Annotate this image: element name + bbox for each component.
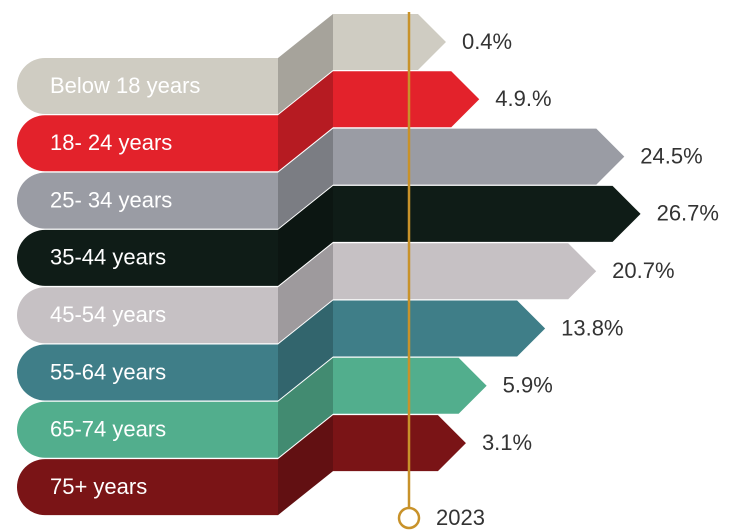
category-pill xyxy=(17,287,279,344)
category-pill xyxy=(17,401,279,458)
value-label: 5.9% xyxy=(503,373,553,398)
fold xyxy=(278,14,333,114)
bar xyxy=(333,243,597,300)
bar xyxy=(333,185,641,242)
value-label: 0.4% xyxy=(462,29,512,54)
timeline-marker xyxy=(397,506,421,530)
category-pill xyxy=(17,459,279,516)
category-label: Below 18 years xyxy=(50,73,200,98)
category-pill xyxy=(17,172,279,229)
category-label: 18- 24 years xyxy=(50,130,172,155)
fold xyxy=(278,357,333,458)
fold xyxy=(278,300,333,401)
category-pill xyxy=(17,115,279,172)
fold xyxy=(278,243,333,344)
category-label: 55-64 years xyxy=(50,359,166,384)
value-label: 3.1% xyxy=(482,430,532,455)
fold xyxy=(278,71,333,172)
bar xyxy=(333,415,466,472)
category-pill xyxy=(17,344,279,401)
category-label: 35-44 years xyxy=(50,245,166,270)
bar xyxy=(333,128,625,185)
category-pill xyxy=(17,58,278,114)
bar xyxy=(333,300,546,357)
category-label: 65-74 years xyxy=(50,417,166,442)
fold xyxy=(278,415,333,516)
value-label: 4.9.% xyxy=(495,86,551,111)
value-label: 20.7% xyxy=(612,258,674,283)
value-label: 24.5% xyxy=(640,143,702,168)
bar xyxy=(333,14,446,70)
value-label: 26.7% xyxy=(657,201,719,226)
value-label: 13.8% xyxy=(561,315,623,340)
category-label: 75+ years xyxy=(50,474,147,499)
fold xyxy=(278,128,333,229)
year-label: 2023 xyxy=(436,505,485,530)
fold xyxy=(278,185,333,286)
category-label: 45-54 years xyxy=(50,302,166,327)
bar xyxy=(333,71,480,128)
category-label: 25- 34 years xyxy=(50,187,172,212)
category-pill xyxy=(17,229,279,286)
